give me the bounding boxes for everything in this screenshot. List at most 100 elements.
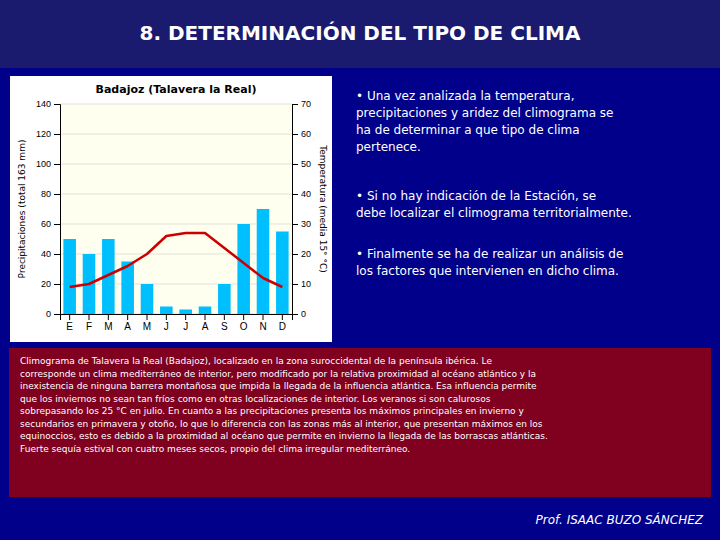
y-tick: 120 bbox=[36, 129, 60, 139]
y2-tick-label: 10 bbox=[301, 279, 311, 289]
x-tick-label: M bbox=[104, 321, 112, 332]
bar bbox=[257, 209, 270, 314]
x-tick: E bbox=[66, 314, 73, 332]
bar bbox=[199, 307, 212, 315]
y-tick-mark bbox=[54, 104, 60, 105]
y2-tick: 70 bbox=[292, 99, 311, 109]
x-tick: J bbox=[164, 314, 169, 332]
bar bbox=[63, 239, 76, 314]
y2-tick-label: 60 bbox=[301, 129, 311, 139]
axis-line bbox=[54, 105, 61, 315]
description-box bbox=[9, 348, 711, 497]
y-tick-mark bbox=[54, 194, 60, 195]
x-tick-mark bbox=[243, 314, 244, 320]
x-tick-label: A bbox=[202, 321, 209, 332]
y2-tick-mark bbox=[292, 194, 298, 195]
x-tick-mark bbox=[282, 314, 283, 320]
y2-tick-label: 70 bbox=[301, 99, 311, 109]
x-tick: A bbox=[202, 314, 209, 332]
page: 8. DETERMINACIÓN DEL TIPO DE CLIMA E F M A M J… bbox=[0, 0, 720, 540]
axis-line bbox=[293, 105, 299, 315]
description: Climograma de Talavera la Real (Badajoz)… bbox=[20, 356, 548, 454]
grid-line bbox=[60, 194, 292, 195]
description-line: corresponde un clima mediterráneo de int… bbox=[20, 369, 536, 379]
y-tick: 140 bbox=[36, 99, 60, 109]
description-line: equinoccios, esto es debido a la proximi… bbox=[20, 431, 548, 441]
x-tick: O bbox=[240, 314, 248, 332]
description-line: que los inviernos no sean tan fríos como… bbox=[20, 394, 491, 404]
y2-tick-mark bbox=[292, 164, 298, 165]
y-axis-label: Precipitaciones (total 163 mm) bbox=[17, 140, 27, 279]
x-tick-mark bbox=[89, 314, 90, 320]
x-tick-label: J bbox=[183, 321, 188, 332]
y-tick: 100 bbox=[36, 159, 60, 169]
y2-tick: 20 bbox=[292, 249, 311, 259]
y2-tick-label: 20 bbox=[301, 249, 311, 259]
y2-tick-label: 30 bbox=[301, 219, 311, 229]
bullet-line: • Una vez analizada la temperatura, bbox=[356, 89, 574, 103]
bullet-line: • Si no hay indicación de la Estación, s… bbox=[356, 189, 596, 203]
x-tick-mark bbox=[224, 314, 225, 320]
y2-tick: 50 bbox=[292, 159, 311, 169]
x-tick: A bbox=[124, 314, 131, 332]
x-tick: M bbox=[143, 314, 151, 332]
description-line: Climograma de Talavera la Real (Badajoz)… bbox=[20, 356, 492, 366]
y-tick-label: 100 bbox=[36, 159, 51, 169]
x-tick: M bbox=[104, 314, 112, 332]
x-tick-label: M bbox=[143, 321, 151, 332]
x-tick-label: F bbox=[86, 321, 92, 332]
y2-tick-mark bbox=[292, 134, 298, 135]
x-tick-mark bbox=[127, 314, 128, 320]
bar bbox=[218, 284, 231, 314]
y2-axis-label: Temperatura (media 15° °C) bbox=[318, 144, 328, 273]
x-tick-label: A bbox=[124, 321, 131, 332]
y-axis: 020406080100120140 bbox=[36, 99, 61, 319]
x-tick-label: N bbox=[259, 321, 266, 332]
bullets: • Una vez analizada la temperatura,preci… bbox=[356, 89, 632, 278]
y2-axis: 010203040506070 bbox=[292, 99, 311, 319]
x-tick-label: O bbox=[240, 321, 248, 332]
chart-title: Badajoz (Talavera la Real) bbox=[96, 83, 257, 96]
y2-tick-label: 0 bbox=[301, 309, 306, 319]
bar bbox=[276, 232, 289, 315]
y-tick-mark bbox=[54, 134, 60, 135]
bar bbox=[179, 310, 192, 315]
x-tick-label: E bbox=[66, 321, 73, 332]
bullet-line: • Finalmente se ha de realizar un anális… bbox=[356, 247, 623, 261]
x-tick: J bbox=[183, 314, 188, 332]
y-tick-mark bbox=[54, 164, 60, 165]
x-tick: F bbox=[86, 314, 92, 332]
grid-line bbox=[60, 134, 292, 135]
y-tick: 60 bbox=[41, 219, 60, 229]
x-tick-label: D bbox=[279, 321, 286, 332]
grid-line bbox=[60, 104, 292, 105]
x-tick: N bbox=[259, 314, 266, 332]
y-tick-label: 120 bbox=[36, 129, 51, 139]
bar bbox=[237, 224, 250, 314]
y-tick: 20 bbox=[41, 279, 60, 289]
x-tick-mark bbox=[263, 314, 264, 320]
grid bbox=[60, 104, 292, 314]
y-tick-label: 0 bbox=[46, 309, 51, 319]
y-tick-mark bbox=[54, 314, 60, 315]
x-tick-mark bbox=[108, 314, 109, 320]
axis-line bbox=[61, 315, 293, 321]
bar-series bbox=[63, 209, 288, 314]
x-tick: S bbox=[221, 314, 228, 332]
description-line: inexistencia de ninguna barrera montaños… bbox=[20, 381, 537, 391]
y-tick: 0 bbox=[46, 309, 60, 319]
y-tick-label: 40 bbox=[41, 249, 51, 259]
x-tick-mark bbox=[205, 314, 206, 320]
description-line: secundarios en primavera y otoño, lo que… bbox=[20, 419, 543, 429]
bullet-line: debe localizar el climograma territorial… bbox=[356, 206, 632, 220]
header bbox=[0, 0, 720, 68]
y-tick-mark bbox=[54, 284, 60, 285]
page-title: 8. DETERMINACIÓN DEL TIPO DE CLIMA bbox=[140, 21, 581, 45]
x-tick-label: S bbox=[221, 321, 228, 332]
y-tick-label: 60 bbox=[41, 219, 51, 229]
y-tick-mark bbox=[54, 224, 60, 225]
bullet-line: los factores que intervienen en dicho cl… bbox=[356, 264, 619, 278]
y2-tick: 0 bbox=[292, 309, 306, 319]
y-tick-label: 20 bbox=[41, 279, 51, 289]
x-tick-mark bbox=[166, 314, 167, 320]
